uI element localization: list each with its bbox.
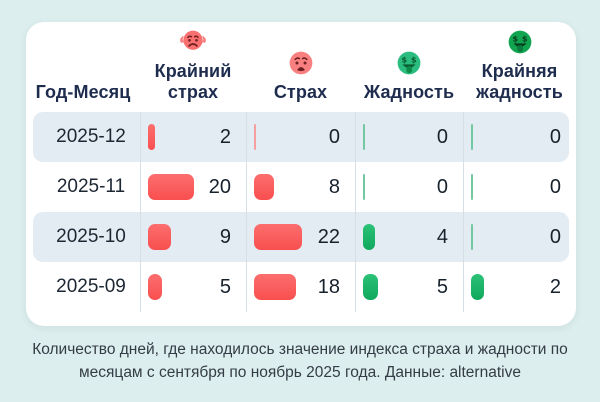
- data-bar: [363, 124, 365, 150]
- header-year-month: Год-Месяц: [26, 22, 140, 112]
- cell-value: 0: [549, 125, 561, 148]
- month-cell: 2025-10: [56, 226, 126, 247]
- data-bar: [148, 124, 155, 150]
- data-bar: [148, 174, 194, 200]
- header-label: Страх: [273, 82, 328, 102]
- cell-value: 0: [549, 175, 561, 198]
- cell-value: 18: [317, 275, 340, 298]
- cell-value: 22: [317, 225, 340, 248]
- cell-value: 5: [219, 275, 231, 298]
- greed-cell: 0: [355, 162, 463, 212]
- data-bar: [363, 274, 378, 300]
- table-card: Год-Месяц Крайний страх: [26, 22, 576, 326]
- header-extreme-greed: $ $ Крайняя жадность: [463, 22, 576, 112]
- month-cell: 2025-12: [56, 126, 126, 147]
- header-label: Крайняя жадность: [476, 61, 563, 102]
- cell-value: 0: [549, 225, 561, 248]
- table-row: 2025-10 9 22 4 0: [26, 212, 576, 262]
- svg-text:$: $: [401, 54, 407, 64]
- table-header: Год-Месяц Крайний страх: [26, 22, 576, 112]
- extreme-greed-cell: 2: [463, 262, 576, 312]
- column-divider: [246, 112, 247, 312]
- data-bar: [471, 274, 484, 300]
- cell-value: 4: [436, 225, 448, 248]
- greed-cell: 4: [355, 212, 463, 262]
- fear-cell: 0: [246, 112, 355, 162]
- table-row: 2025-09 5 18 5 2: [26, 262, 576, 312]
- cell-value: 0: [436, 175, 448, 198]
- fear-cell: 18: [246, 262, 355, 312]
- svg-text:$: $: [411, 54, 417, 64]
- data-bar: [254, 174, 274, 200]
- month-cell: 2025-09: [56, 276, 126, 297]
- header-label: Жадность: [363, 82, 455, 102]
- data-bar: [471, 174, 473, 200]
- extreme-greed-cell: 0: [463, 212, 576, 262]
- greed-cell: 5: [355, 262, 463, 312]
- chart-caption: Количество дней, где находилось значение…: [0, 338, 600, 384]
- data-bar: [363, 174, 365, 200]
- header-label: Год-Месяц: [35, 82, 131, 102]
- month-cell: 2025-11: [56, 176, 126, 197]
- data-bar: [471, 124, 473, 150]
- header-extreme-fear: Крайний страх: [140, 22, 246, 112]
- extreme-fear-cell: 9: [140, 212, 246, 262]
- table-row: 2025-11 20 8 0 0: [26, 162, 576, 212]
- extreme-greed-cell: 0: [463, 162, 576, 212]
- data-bar: [148, 274, 162, 300]
- cell-value: 2: [549, 275, 561, 298]
- extreme-fear-cell: 20: [140, 162, 246, 212]
- header-label: Крайний страх: [154, 61, 232, 102]
- cell-value: 2: [219, 125, 231, 148]
- extreme-greed-cell: 0: [463, 112, 576, 162]
- greed-cell: 0: [355, 112, 463, 162]
- column-divider: [463, 112, 464, 312]
- fear-cell: 8: [246, 162, 355, 212]
- caption-text: Количество дней, где находилось значение…: [32, 341, 568, 381]
- header-fear: Страх: [246, 22, 355, 112]
- fear-cell: 22: [246, 212, 355, 262]
- cell-value: 0: [436, 125, 448, 148]
- extreme-fear-cell: 2: [140, 112, 246, 162]
- data-bar: [471, 224, 473, 250]
- data-bar: [254, 124, 256, 150]
- table-body: 2025-12 2 0 0 0: [26, 112, 576, 312]
- greed-emoji-icon: $ $: [395, 49, 423, 77]
- table-row: 2025-12 2 0 0 0: [26, 112, 576, 162]
- data-bar: [363, 224, 375, 250]
- data-bar: [254, 224, 302, 250]
- extreme-fear-cell: 5: [140, 262, 246, 312]
- extreme-greed-emoji-icon: $ $: [506, 28, 534, 56]
- column-divider: [355, 112, 356, 312]
- header-greed: $ $ Жадность: [355, 22, 463, 112]
- extreme-fear-emoji-icon: [179, 28, 207, 56]
- svg-text:$: $: [512, 33, 518, 43]
- column-divider: [140, 112, 141, 312]
- cell-value: 9: [219, 225, 231, 248]
- svg-text:$: $: [521, 33, 527, 43]
- data-bar: [148, 224, 171, 250]
- cell-value: 8: [328, 175, 340, 198]
- cell-value: 0: [328, 125, 340, 148]
- data-bar: [254, 274, 296, 300]
- cell-value: 5: [436, 275, 448, 298]
- fear-emoji-icon: [287, 49, 315, 77]
- cell-value: 20: [208, 175, 231, 198]
